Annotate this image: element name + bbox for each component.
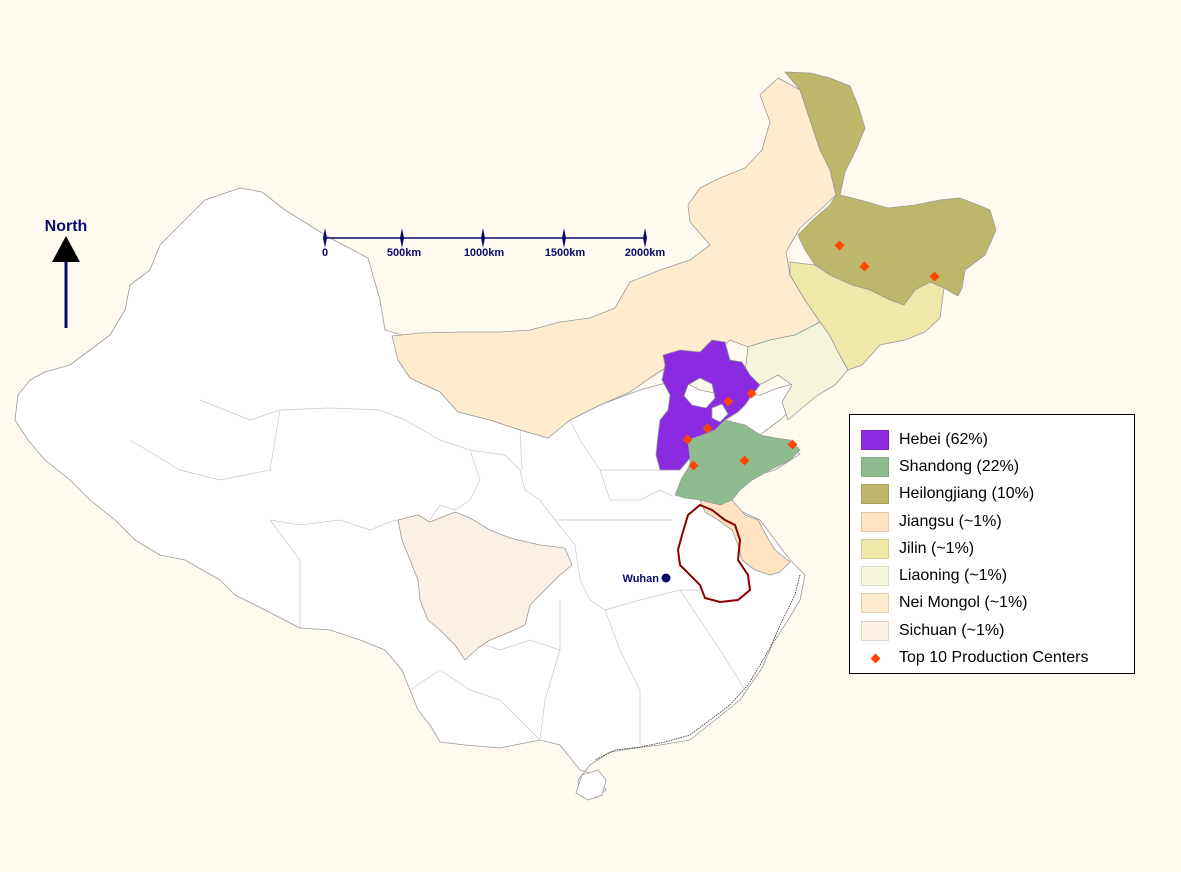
legend-item-jilin: Jilin (~1%) — [861, 535, 1134, 562]
legend-label: Heilongjiang (10%) — [899, 485, 1035, 503]
legend-label: Sichuan (~1%) — [899, 621, 1005, 639]
legend-item-production-centers: Top 10 Production Centers — [861, 644, 1134, 671]
legend-item-shandong: Shandong (22%) — [861, 453, 1134, 480]
production-center-marker — [929, 271, 940, 282]
diamond-marker-icon — [870, 653, 880, 663]
north-arrow: North — [45, 218, 88, 328]
production-center-marker — [688, 460, 699, 471]
production-center-marker — [859, 261, 870, 272]
legend-swatch — [861, 593, 889, 614]
province-liaoning — [744, 321, 849, 421]
legend-swatch — [861, 484, 889, 505]
hainan-island — [575, 769, 607, 801]
scale-tick-2000 — [643, 228, 647, 248]
legend-swatch — [861, 620, 889, 641]
province-sichuan — [397, 511, 573, 661]
province-shandong — [674, 419, 801, 506]
legend-item-heilongjiang: Heilongjiang (10%) — [861, 481, 1134, 508]
north-arrow-head-icon — [52, 236, 80, 262]
legend-swatch — [861, 456, 889, 477]
production-center-marker — [702, 423, 713, 434]
city-wuhan-dot — [661, 573, 671, 583]
scale-label-2000: 2000km — [625, 247, 666, 259]
legend: Hebei (62%) Shandong (22%) Heilongjiang … — [849, 414, 1135, 674]
scale-label-1000: 1000km — [464, 247, 505, 259]
legend-label: Top 10 Production Centers — [899, 649, 1089, 667]
legend-label: Liaoning (~1%) — [899, 567, 1008, 585]
legend-item-liaoning: Liaoning (~1%) — [861, 562, 1134, 589]
internal-borders — [129, 399, 746, 745]
scale-label-1500: 1500km — [545, 247, 586, 259]
legend-item-nei-mongol: Nei Mongol (~1%) — [861, 590, 1134, 617]
province-nei-mongol — [391, 77, 837, 439]
legend-label: Hebei (62%) — [899, 430, 988, 448]
city-wuhan-label: Wuhan — [623, 573, 660, 585]
production-center-marker — [723, 396, 734, 407]
scale-tick-0 — [323, 228, 327, 248]
scale-tick-500 — [400, 228, 404, 248]
scale-tick-1000 — [481, 228, 485, 248]
north-label: North — [45, 218, 88, 235]
production-center-marker — [746, 388, 757, 399]
production-center-marker — [787, 439, 798, 450]
legend-label: Jilin (~1%) — [899, 539, 975, 557]
production-centers — [682, 240, 940, 471]
scale-tick-1500 — [562, 228, 566, 248]
production-center-marker — [834, 240, 845, 251]
scale-label-0: 0 — [322, 247, 328, 259]
scale-label-500: 500km — [387, 247, 421, 259]
city-wuhan: Wuhan — [623, 573, 671, 585]
legend-label: Nei Mongol (~1%) — [899, 594, 1028, 612]
production-center-marker — [682, 434, 693, 445]
legend-marker — [861, 648, 889, 668]
legend-swatch — [861, 511, 889, 532]
legend-swatch — [861, 538, 889, 559]
legend-item-jiangsu: Jiangsu (~1%) — [861, 508, 1134, 535]
legend-label: Shandong (22%) — [899, 457, 1020, 475]
coastline — [594, 574, 801, 761]
legend-swatch — [861, 429, 889, 450]
province-anhui-outline — [676, 503, 752, 604]
legend-swatch — [861, 566, 889, 587]
legend-item-sichuan: Sichuan (~1%) — [861, 617, 1134, 644]
production-center-marker — [739, 455, 750, 466]
scale-bar: 0 500km 1000km 1500km 2000km — [322, 228, 665, 259]
legend-item-hebei: Hebei (62%) — [861, 426, 1134, 453]
legend-label: Jiangsu (~1%) — [899, 512, 1002, 530]
